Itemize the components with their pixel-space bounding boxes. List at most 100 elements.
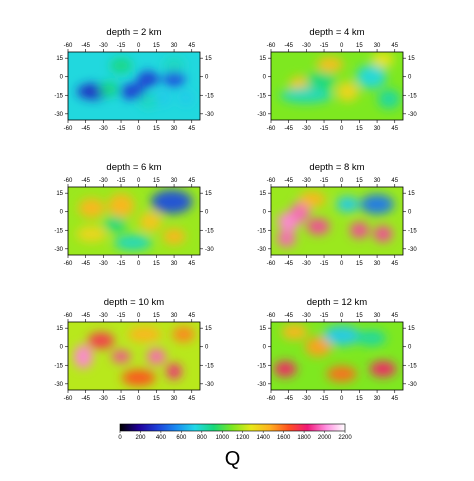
y-tick-label-right: -30 <box>205 382 214 388</box>
panel-frame <box>270 321 404 391</box>
x-tick-label-top: -45 <box>284 313 293 319</box>
y-tick-label-left: 0 <box>263 345 267 351</box>
q-anomaly-10 <box>99 81 119 98</box>
x-tick-label-bottom: -15 <box>117 126 126 132</box>
x-tick-label-bottom: 30 <box>171 126 178 132</box>
y-tick-label-left: 0 <box>60 75 64 81</box>
q-field <box>271 187 403 255</box>
q-anomaly-3 <box>326 366 357 382</box>
x-tick-label-bottom: 45 <box>391 126 398 132</box>
x-tick-label-top: 0 <box>137 313 141 319</box>
q-anomaly-1 <box>273 361 297 377</box>
panel-frame <box>67 186 201 256</box>
x-tick-label-bottom: 30 <box>171 396 178 402</box>
x-tick-label-top: 30 <box>171 313 178 319</box>
y-tick-label-right: 15 <box>205 326 212 332</box>
panel-title: depth = 12 km <box>307 297 368 308</box>
y-tick-label-right: 15 <box>205 191 212 197</box>
panel-title: depth = 4 km <box>309 27 364 38</box>
y-tick-label-right: -15 <box>408 228 417 234</box>
q-field <box>68 187 200 255</box>
x-tick-label-bottom: 0 <box>137 396 141 402</box>
x-tick-label-bottom: -45 <box>81 126 90 132</box>
x-tick-label-top: -15 <box>117 313 126 319</box>
q-anomaly-5 <box>76 226 107 242</box>
y-tick-label-right: -15 <box>205 363 214 369</box>
y-tick-label-right: 0 <box>205 345 209 351</box>
x-tick-label-top: 30 <box>171 178 178 184</box>
panel-frame <box>67 51 201 121</box>
q-anomaly-6 <box>121 369 156 386</box>
x-tick-label-bottom: 0 <box>340 396 344 402</box>
x-tick-label-bottom: -15 <box>117 396 126 402</box>
colorbar-tick-label: 1800 <box>297 435 311 441</box>
q-anomaly-7 <box>360 194 395 215</box>
x-tick-label-bottom: 30 <box>374 126 381 132</box>
q-anomaly-4 <box>276 231 296 247</box>
q-anomaly-8 <box>172 326 195 343</box>
x-tick-label-top: -30 <box>99 43 108 49</box>
x-tick-label-top: 0 <box>340 313 344 319</box>
q-anomaly-5 <box>322 325 361 346</box>
q-anomaly-4 <box>166 363 182 380</box>
q-anomaly-5 <box>152 89 172 106</box>
x-tick-label-bottom: -30 <box>99 126 108 132</box>
colorbar-tick-label: 600 <box>176 435 187 441</box>
y-tick-label-left: -30 <box>54 382 63 388</box>
y-tick-label-right: 15 <box>205 56 212 62</box>
x-tick-label-top: -45 <box>284 43 293 49</box>
x-tick-label-bottom: -45 <box>81 261 90 267</box>
q-anomaly-7 <box>377 89 401 109</box>
y-tick-label-right: -15 <box>205 228 214 234</box>
y-tick-label-right: 0 <box>205 75 209 81</box>
x-tick-label-top: -60 <box>64 178 73 184</box>
x-tick-label-bottom: 0 <box>137 126 141 132</box>
x-tick-label-bottom: 0 <box>137 261 141 267</box>
x-tick-label-top: -30 <box>302 178 311 184</box>
x-tick-label-bottom: -30 <box>302 261 311 267</box>
x-tick-label-top: -30 <box>99 178 108 184</box>
q-anomaly-7 <box>281 323 308 340</box>
q-anomaly-9 <box>162 56 186 73</box>
q-anomaly-6 <box>150 189 193 214</box>
colorbar-tick-label: 200 <box>135 435 146 441</box>
panel-5: -60 -60 -45 -45 -30 -30 -15 -15 0 0 15 15 30 30 45 45 15… <box>54 297 214 402</box>
x-tick-label-bottom: -15 <box>117 261 126 267</box>
q-anomaly-5 <box>305 72 336 89</box>
y-tick-label-right: -15 <box>205 93 214 99</box>
x-tick-label-top: -60 <box>267 178 276 184</box>
y-tick-label-right: -30 <box>408 112 417 118</box>
x-tick-label-top: 15 <box>153 313 160 319</box>
y-tick-label-left: 0 <box>60 210 64 216</box>
y-tick-label-right: 15 <box>408 191 415 197</box>
x-tick-label-top: 15 <box>356 43 363 49</box>
y-tick-label-left: -15 <box>257 93 266 99</box>
y-tick-label-left: 15 <box>259 326 266 332</box>
x-tick-label-bottom: -45 <box>81 396 90 402</box>
y-tick-label-left: -15 <box>54 93 63 99</box>
x-tick-label-top: 30 <box>374 313 381 319</box>
x-tick-label-bottom: 30 <box>374 396 381 402</box>
x-tick-label-top: -15 <box>117 43 126 49</box>
x-tick-label-bottom: 15 <box>356 396 363 402</box>
colorbar-tick-label: 1200 <box>236 435 250 441</box>
panel-frame <box>270 51 404 121</box>
q-anomaly-6 <box>178 89 194 106</box>
x-tick-label-top: -15 <box>320 178 329 184</box>
colorbar-tick-label: 800 <box>197 435 208 441</box>
panel-1: -60 -60 -45 -45 -30 -30 -15 -15 0 0 15 15 30 30 45 45 15… <box>54 27 214 132</box>
x-tick-label-bottom: 15 <box>356 261 363 267</box>
panel-title: depth = 6 km <box>106 162 161 173</box>
x-tick-label-bottom: 45 <box>391 396 398 402</box>
panel-title: depth = 10 km <box>104 297 165 308</box>
q-anomaly-7 <box>138 93 158 110</box>
x-tick-label-top: 45 <box>391 178 398 184</box>
y-tick-label-right: -30 <box>205 247 214 253</box>
panel-4: -60 -60 -45 -45 -30 -30 -15 -15 0 0 15 15 30 30 45 45 15… <box>257 162 417 267</box>
y-tick-label-left: -30 <box>257 247 266 253</box>
x-tick-label-top: 30 <box>171 43 178 49</box>
q-field <box>271 52 403 120</box>
y-tick-label-left: -15 <box>54 228 63 234</box>
panel-title: depth = 2 km <box>106 27 161 38</box>
panel-6: -60 -60 -45 -45 -30 -30 -15 -15 0 0 15 15 30 30 45 45 15… <box>257 297 417 402</box>
